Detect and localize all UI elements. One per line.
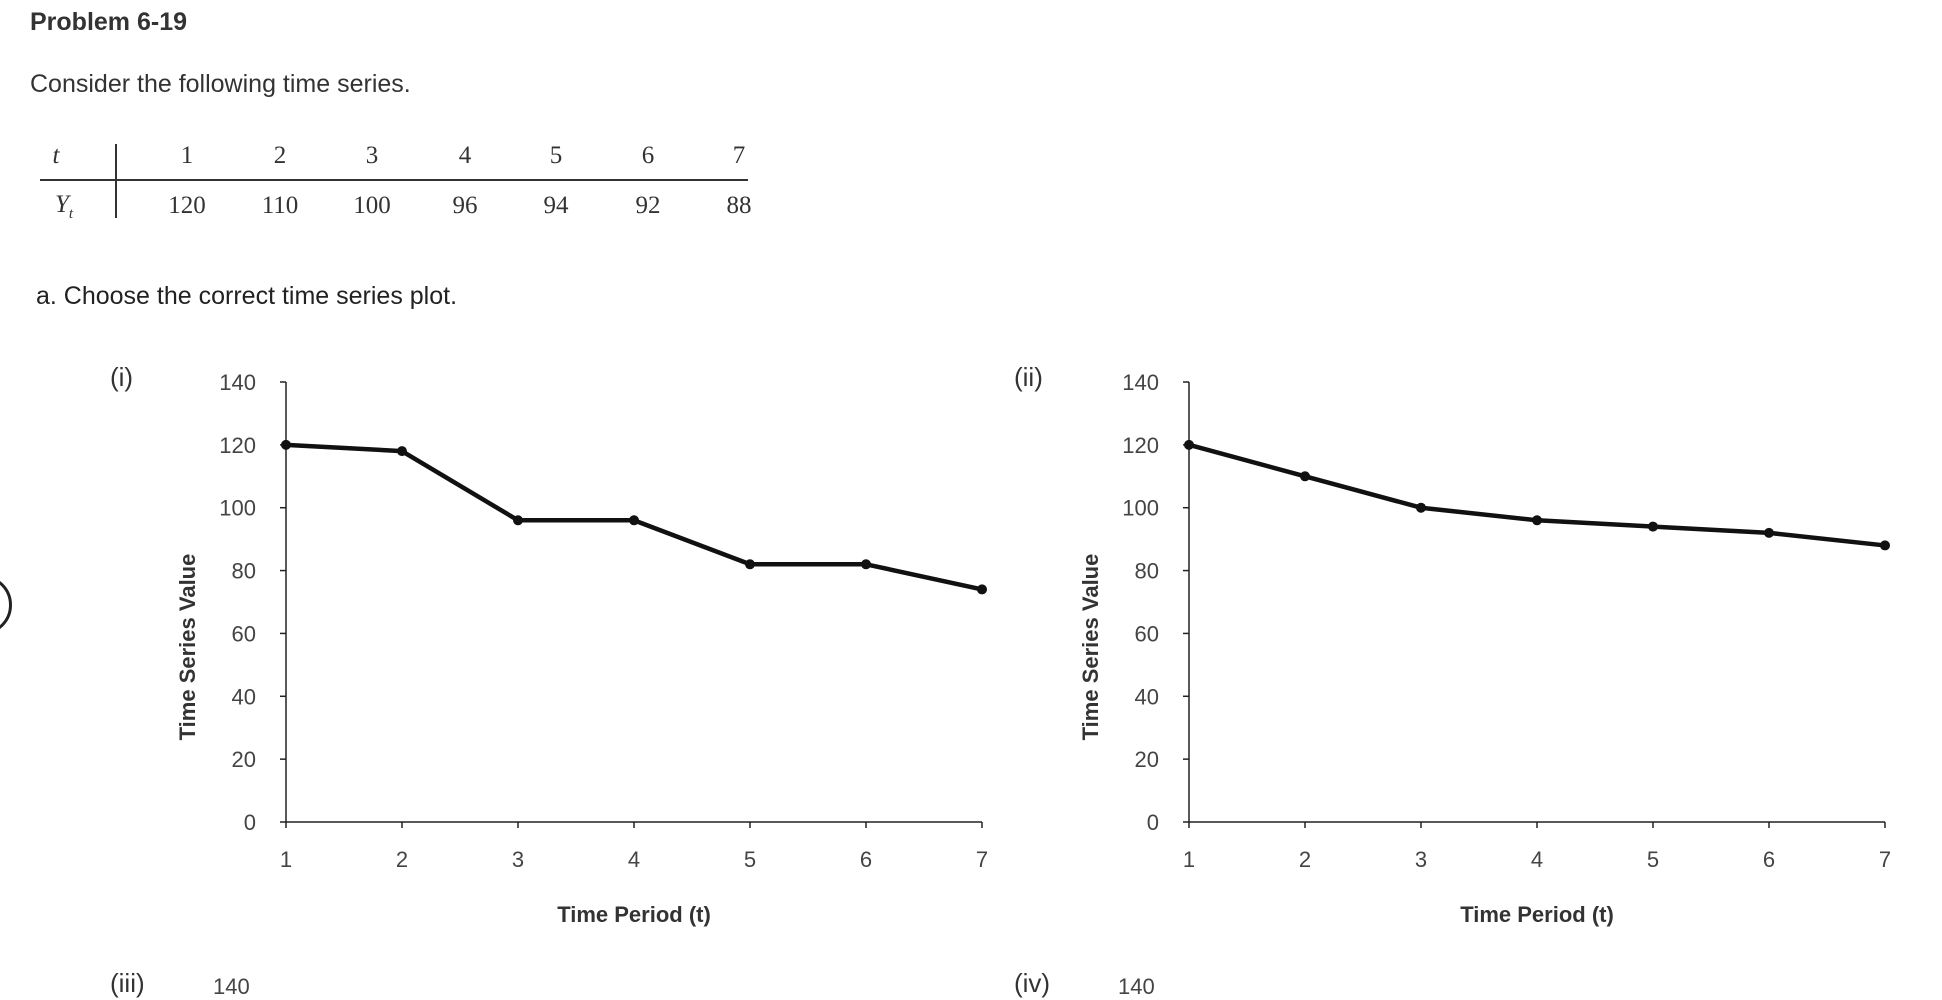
chart-option-i-svg: 0 20 40 60 80 100 120 140 1 2 3 4 5 6 7 Time Period (t)… bbox=[175, 370, 988, 927]
table-t-cell: 3 bbox=[365, 142, 379, 169]
x-tick-label: 3 bbox=[1415, 847, 1427, 872]
partial-chart-iii-ytick: 140 bbox=[213, 974, 250, 999]
x-tick-label: 1 bbox=[1183, 847, 1195, 872]
x-tick-label: 2 bbox=[396, 847, 408, 872]
chart-option-i: 0 20 40 60 80 100 120 140 1 2 3 4 5 6 7 Time Period (t)… bbox=[165, 360, 1005, 945]
x-axis-label: Time Period (t) bbox=[1460, 902, 1614, 927]
data-point bbox=[397, 446, 407, 457]
y-tick-label: 60 bbox=[1135, 621, 1159, 646]
data-point bbox=[1880, 540, 1890, 551]
data-point bbox=[629, 515, 639, 526]
y-tick-label: 120 bbox=[219, 433, 256, 458]
y-tick-label: 140 bbox=[219, 370, 256, 395]
data-point bbox=[1416, 502, 1426, 513]
x-tick-label: 1 bbox=[280, 847, 292, 872]
y-tick-label: 0 bbox=[244, 810, 256, 835]
chart-option-ii-svg: 0 20 40 60 80 100 120 140 1 2 3 4 5 6 7 Time Period (t)… bbox=[1078, 370, 1891, 927]
data-point bbox=[1764, 527, 1774, 538]
y-tick-label: 140 bbox=[1122, 370, 1159, 395]
data-point bbox=[1184, 439, 1194, 450]
x-tick-label: 6 bbox=[860, 847, 872, 872]
data-point bbox=[977, 584, 987, 595]
y-tick-label: 40 bbox=[232, 684, 256, 709]
table-t-cell: 1 bbox=[180, 142, 194, 169]
table-header-y-subscript: t bbox=[68, 206, 74, 222]
option-label-ii[interactable]: (ii) bbox=[1014, 362, 1043, 392]
table-rules bbox=[40, 144, 748, 218]
table-t-cell: 5 bbox=[549, 142, 563, 169]
y-tick-label: 100 bbox=[219, 496, 256, 521]
y-tick-label: 20 bbox=[1135, 747, 1159, 772]
table-header-y: Yt bbox=[55, 191, 73, 223]
data-point bbox=[1532, 515, 1542, 526]
table-y-cell: 110 bbox=[261, 192, 299, 219]
partial-chart-iv-ytick: 140 bbox=[1118, 974, 1155, 999]
data-point bbox=[281, 439, 291, 450]
time-series-table: t Yt 1 2 3 4 5 6 7 120 110 100 96 94 92 … bbox=[36, 138, 754, 228]
data-series-line bbox=[1188, 442, 1886, 548]
y-tick-label: 120 bbox=[1122, 433, 1159, 458]
y-axis-label: Time Series Value bbox=[175, 554, 200, 741]
table-header-t: t bbox=[52, 142, 60, 169]
table-y-cell: 92 bbox=[635, 192, 661, 219]
y-tick-label: 80 bbox=[232, 559, 256, 584]
y-tick-label: 0 bbox=[1147, 810, 1159, 835]
x-tick-label: 7 bbox=[1879, 847, 1891, 872]
x-tick-label: 4 bbox=[628, 847, 640, 872]
data-point bbox=[745, 559, 755, 570]
y-tick-label: 40 bbox=[1135, 684, 1159, 709]
table-header-y-letter: Y bbox=[54, 191, 69, 218]
y-axis-label: Time Series Value bbox=[1078, 554, 1103, 741]
x-tick-label: 3 bbox=[512, 847, 524, 872]
table-y-cell: 96 bbox=[452, 192, 478, 219]
data-point bbox=[1300, 471, 1310, 482]
y-tick-label: 100 bbox=[1122, 496, 1159, 521]
x-tick-label: 6 bbox=[1763, 847, 1775, 872]
radio-button[interactable] bbox=[0, 575, 12, 635]
y-tick-label: 80 bbox=[1135, 559, 1159, 584]
x-tick-label: 5 bbox=[744, 847, 756, 872]
table-t-cell: 7 bbox=[732, 142, 746, 169]
table-t-cell: 6 bbox=[641, 142, 655, 169]
table-y-cell: 94 bbox=[543, 192, 569, 219]
data-point bbox=[861, 559, 871, 570]
table-y-cell: 120 bbox=[168, 192, 206, 219]
table-y-cell: 88 bbox=[726, 192, 752, 219]
chart-option-ii: 0 20 40 60 80 100 120 140 1 2 3 4 5 6 7 Time Period (t)… bbox=[1068, 360, 1908, 945]
table-t-cell: 4 bbox=[458, 142, 472, 169]
problem-title: Problem 6-19 bbox=[30, 8, 188, 36]
x-tick-label: 2 bbox=[1299, 847, 1311, 872]
problem-intro: Consider the following time series. bbox=[30, 70, 411, 98]
x-tick-label: 7 bbox=[976, 847, 988, 872]
x-tick-label: 5 bbox=[1647, 847, 1659, 872]
y-tick-label: 60 bbox=[232, 621, 256, 646]
data-point bbox=[513, 515, 523, 526]
option-label-i[interactable]: (i) bbox=[110, 362, 134, 392]
y-tick-label: 20 bbox=[232, 747, 256, 772]
table-t-cell: 2 bbox=[273, 142, 287, 169]
x-tick-label: 4 bbox=[1531, 847, 1543, 872]
data-point bbox=[1648, 521, 1658, 532]
question-a: a. Choose the correct time series plot. bbox=[36, 282, 458, 310]
table-y-cell: 100 bbox=[353, 192, 391, 219]
x-axis-label: Time Period (t) bbox=[557, 902, 711, 927]
